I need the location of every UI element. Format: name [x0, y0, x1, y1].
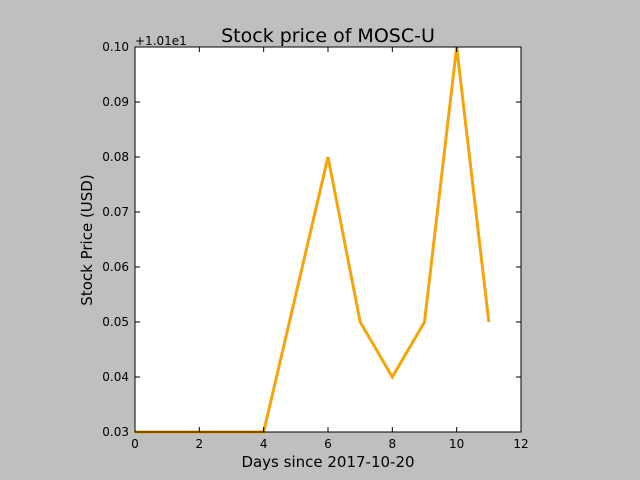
y-tick-label: 0.05	[102, 315, 129, 329]
y-tick-label: 0.07	[102, 205, 129, 219]
chart-title: Stock price of MOSC-U	[221, 25, 435, 47]
x-axis-label: Days since 2017-10-20	[241, 453, 414, 471]
y-tick-label: 0.10	[102, 40, 129, 54]
x-ticks: 0 2 4 6 8 10 12	[131, 47, 529, 451]
x-tick-label: 10	[449, 437, 464, 451]
y-axis-label: Stock Price (USD)	[78, 174, 96, 305]
y-tick-label: 0.04	[102, 370, 129, 384]
y-tick-label: 0.08	[102, 150, 129, 164]
y-tick-label: 0.09	[102, 95, 129, 109]
x-tick-label: 12	[513, 437, 528, 451]
x-tick-label: 0	[131, 437, 139, 451]
y-ticks: 0.03 0.04 0.05 0.06 0.07 0.08 0.09 0.10	[102, 40, 521, 439]
x-tick-label: 4	[260, 437, 268, 451]
y-tick-label: 0.06	[102, 260, 129, 274]
y-tick-label: 0.03	[102, 425, 129, 439]
x-tick-label: 8	[389, 437, 397, 451]
plot-area	[135, 47, 521, 432]
x-tick-label: 6	[324, 437, 332, 451]
x-tick-label: 2	[196, 437, 204, 451]
y-offset-label: +1.01e1	[135, 34, 187, 48]
